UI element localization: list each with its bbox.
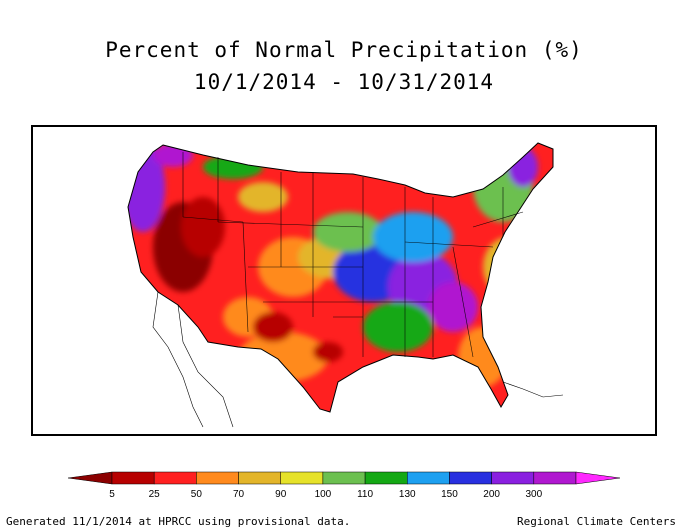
legend-tick-label: 90 — [275, 489, 287, 500]
legend-swatch — [238, 471, 281, 485]
legend-tick-label: 200 — [483, 489, 500, 500]
legend-swatch — [575, 471, 621, 485]
legend-tick-label: 70 — [233, 489, 245, 500]
legend-swatch — [196, 471, 239, 485]
map-date-range: 10/1/2014 - 10/31/2014 — [193, 70, 495, 94]
legend-swatch — [533, 471, 577, 485]
legend: 5 25 50 70 90 100 110 130 150 200 300 — [67, 471, 621, 500]
legend-tick-label: 300 — [525, 489, 542, 500]
mexico-outline — [152, 291, 564, 428]
legend-tick-label: 5 — [109, 489, 115, 500]
state-boundaries — [182, 152, 524, 358]
legend-swatch — [280, 471, 324, 485]
us-outline — [127, 142, 554, 413]
legend-swatch — [111, 471, 155, 485]
legend-swatch — [491, 471, 535, 485]
legend-swatch — [153, 471, 197, 485]
precip-field — [128, 143, 553, 412]
legend-swatch — [322, 471, 366, 485]
legend-tick-label: 150 — [441, 489, 458, 500]
legend-swatch — [407, 471, 450, 485]
legend-tick-label: 110 — [357, 489, 373, 500]
map-panel — [31, 125, 657, 436]
legend-swatch — [364, 471, 408, 485]
map-title: Percent of Normal Precipitation (%) — [105, 38, 583, 62]
legend-swatch — [67, 471, 113, 485]
legend-tick-label: 100 — [315, 489, 332, 500]
legend-tick-label: 25 — [149, 489, 161, 500]
legend-swatch — [449, 471, 492, 485]
legend-tick-label: 50 — [191, 489, 203, 500]
source-credit: Regional Climate Centers — [517, 515, 676, 528]
legend-tick-label: 130 — [399, 489, 416, 500]
generated-note: Generated 11/1/2014 at HPRCC using provi… — [6, 515, 351, 528]
precipitation-map — [127, 142, 564, 428]
